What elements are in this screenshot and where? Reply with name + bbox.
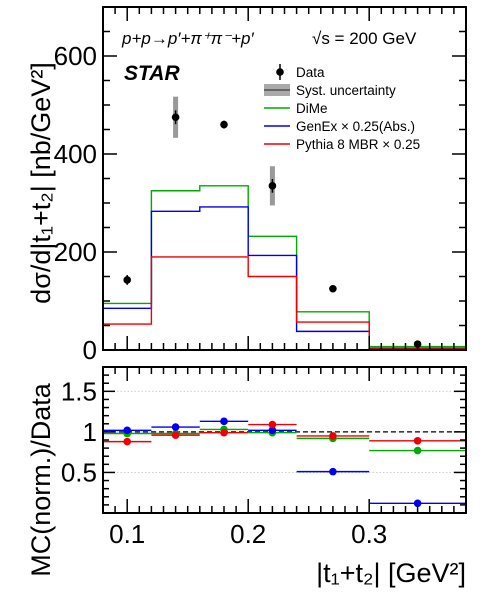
histogram-pythia bbox=[103, 256, 466, 349]
top-y-tick-label: 0 bbox=[83, 335, 97, 365]
legend-item-genex: GenEx × 0.25(Abs.) bbox=[264, 119, 415, 134]
ratio-point bbox=[329, 467, 337, 476]
top-y-tick-label: 200 bbox=[54, 237, 97, 267]
process-label: p+p→p′+π⁺π⁻+p′ bbox=[121, 29, 255, 48]
top-histograms bbox=[103, 185, 466, 350]
top-data-points bbox=[123, 96, 422, 348]
data-point bbox=[329, 284, 337, 293]
legend-label: Syst. uncertainty bbox=[296, 83, 396, 98]
data-point bbox=[268, 182, 277, 190]
bottom-gridlines bbox=[103, 390, 466, 473]
top-y-tick-label: 600 bbox=[54, 41, 97, 71]
top-y-tick-label: 400 bbox=[54, 139, 97, 169]
legend-label: GenEx × 0.25(Abs.) bbox=[296, 119, 415, 134]
data-point bbox=[171, 113, 180, 122]
legend-item-data: Data bbox=[276, 64, 325, 80]
legend-item-pythia: Pythia 8 MBR × 0.25 bbox=[264, 137, 420, 152]
ratio-point bbox=[220, 417, 228, 426]
ratio-point bbox=[268, 426, 277, 435]
bottom-y-tick-label: 1 bbox=[83, 417, 97, 447]
legend-item-syst: Syst. uncertainty bbox=[264, 83, 396, 98]
ratio-point bbox=[171, 423, 180, 431]
bottom-x-tick-label: 0.2 bbox=[230, 519, 266, 549]
legend-data-marker-icon bbox=[276, 68, 284, 76]
ratio-point bbox=[220, 428, 228, 437]
histogram-dime bbox=[103, 185, 466, 348]
data-point bbox=[220, 120, 228, 129]
bottom-x-tick-label: 0.3 bbox=[351, 519, 387, 549]
bottom-x-tick-label: 0.1 bbox=[109, 519, 145, 549]
experiment-label: STAR bbox=[124, 62, 180, 85]
energy-label: √s = 200 GeV bbox=[312, 29, 417, 48]
top-panel: 0 200 400 600 bbox=[54, 6, 467, 365]
bottom-y-tick-label: 1.5 bbox=[61, 376, 97, 406]
ratio-point bbox=[123, 437, 131, 446]
legend-label: Pythia 8 MBR × 0.25 bbox=[296, 137, 420, 152]
legend: Data Syst. uncertainty DiMe GenEx × 0.25(Ab… bbox=[264, 64, 420, 152]
top-frame bbox=[102, 6, 467, 351]
ratio-point bbox=[268, 420, 277, 429]
bottom-axes: 0.5 1 1.5 0.1 0.2 0.3 bbox=[61, 366, 467, 549]
ratio-point bbox=[123, 426, 131, 435]
bottom-y-axis-title: MC(norm.)/Data bbox=[26, 382, 56, 577]
ratio-point bbox=[413, 446, 422, 455]
x-axis-title: |t₁+t₂| [GeV²] bbox=[316, 558, 466, 588]
legend-label: DiMe bbox=[296, 101, 328, 116]
bottom-panel: 0.5 1 1.5 0.1 0.2 0.3 bbox=[61, 366, 467, 549]
legend-item-dime: DiMe bbox=[264, 101, 328, 116]
bottom-y-tick-label: 0.5 bbox=[61, 457, 97, 487]
legend-label: Data bbox=[296, 65, 325, 80]
bottom-ratio-points bbox=[103, 417, 466, 508]
ratio-point bbox=[329, 432, 337, 440]
top-axes: 0 200 400 600 bbox=[54, 6, 467, 365]
ratio-point bbox=[413, 437, 422, 445]
ratio-point bbox=[413, 499, 422, 508]
top-y-axis-title: dσ/d|t₁+t₂| [nb/GeV²] bbox=[26, 62, 56, 304]
bottom-frame bbox=[102, 366, 467, 514]
data-point bbox=[123, 276, 131, 284]
histogram-genex bbox=[103, 206, 466, 350]
ratio-point bbox=[171, 431, 180, 439]
